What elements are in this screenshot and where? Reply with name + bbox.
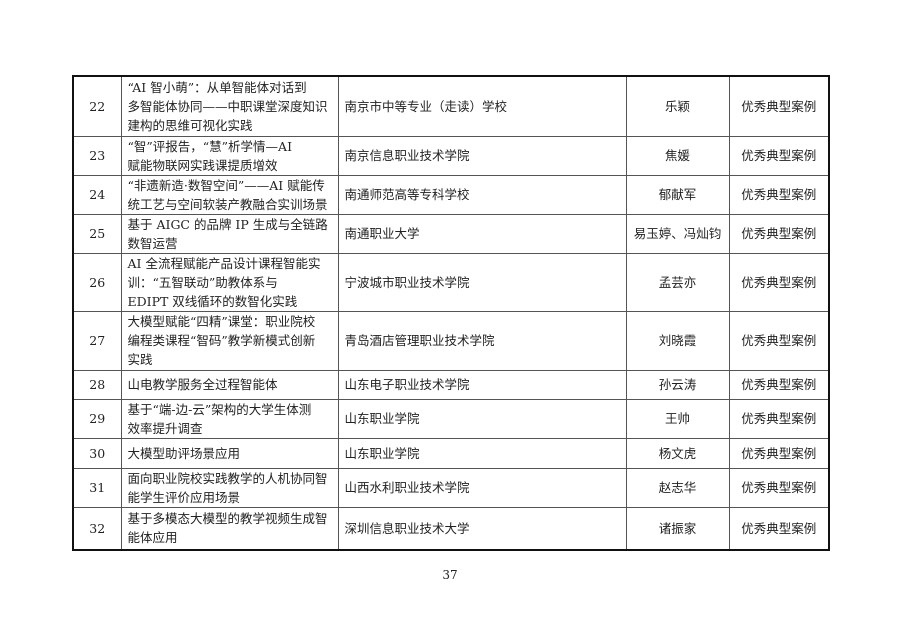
- case-title: 大模型赋能“四精”课堂：职业院校 编程类课程“智码”教学新模式创新 实践: [120, 310, 339, 371]
- school-name: 南通师范高等专科学校: [337, 174, 627, 215]
- school-name: 宁波城市职业技术学院: [337, 252, 627, 312]
- case-number: 28: [72, 369, 122, 400]
- table-row: 30 大模型助评场景应用 山东职业学院 杨文虎 优秀典型案例: [72, 437, 830, 469]
- school-name: 青岛酒店管理职业技术学院: [337, 310, 627, 371]
- person-name: 诸振家: [625, 506, 730, 551]
- award-level: 优秀典型案例: [728, 467, 830, 508]
- table-row: 25 基于 AIGC 的品牌 IP 生成与全链路 数智运营 南通职业大学 易玉婷、冯灿…: [72, 213, 830, 254]
- person-name: 郁献军: [625, 174, 730, 215]
- award-level: 优秀典型案例: [728, 174, 830, 215]
- award-level: 优秀典型案例: [728, 310, 830, 371]
- case-number: 32: [72, 506, 122, 551]
- page-number: 37: [442, 568, 458, 582]
- award-level: 优秀典型案例: [728, 437, 830, 469]
- case-number: 31: [72, 467, 122, 508]
- case-title: “智”评报告，“慧”析学情—AI 赋能物联网实践课提质增效: [120, 135, 339, 176]
- award-level: 优秀典型案例: [728, 369, 830, 400]
- case-title: “非遗新造·数智空间”——AI 赋能传 统工艺与空间软装产教融合实训场景: [120, 174, 339, 215]
- case-title: 面向职业院校实践教学的人机协同智 能学生评价应用场景: [120, 467, 339, 508]
- case-number: 22: [72, 75, 122, 137]
- table-row: 22 “AI 智小萌”：从单智能体对话到 多智能体协同——中职课堂深度知识 建构的…: [72, 75, 830, 137]
- case-number: 27: [72, 310, 122, 371]
- school-name: 南通职业大学: [337, 213, 627, 254]
- table-row: 26 AI 全流程赋能产品设计课程智能实 训：“五智联动”助教体系与 EDIPT …: [72, 252, 830, 312]
- school-name: 山东职业学院: [337, 398, 627, 439]
- school-name: 南京信息职业技术学院: [337, 135, 627, 176]
- person-name: 孙云涛: [625, 369, 730, 400]
- school-name: 山西水利职业技术学院: [337, 467, 627, 508]
- award-level: 优秀典型案例: [728, 75, 830, 137]
- table-row: 27 大模型赋能“四精”课堂：职业院校 编程类课程“智码”教学新模式创新 实践 青岛…: [72, 310, 830, 371]
- case-title: “AI 智小萌”：从单智能体对话到 多智能体协同——中职课堂深度知识 建构的思维…: [120, 75, 339, 137]
- school-name: 南京市中等专业（走读）学校: [337, 75, 627, 137]
- case-title: 基于“端-边-云”架构的大学生体测 效率提升调查: [120, 398, 339, 439]
- award-level: 优秀典型案例: [728, 252, 830, 312]
- case-title: AI 全流程赋能产品设计课程智能实 训：“五智联动”助教体系与 EDIPT 双线…: [120, 252, 339, 312]
- person-name: 易玉婷、冯灿钧: [625, 213, 730, 254]
- school-name: 深圳信息职业技术大学: [337, 506, 627, 551]
- award-level: 优秀典型案例: [728, 135, 830, 176]
- case-number: 23: [72, 135, 122, 176]
- case-number: 29: [72, 398, 122, 439]
- school-name: 山东电子职业技术学院: [337, 369, 627, 400]
- case-number: 24: [72, 174, 122, 215]
- case-table: 22 “AI 智小萌”：从单智能体对话到 多智能体协同——中职课堂深度知识 建构的…: [72, 75, 830, 551]
- case-number: 30: [72, 437, 122, 469]
- table-row: 31 面向职业院校实践教学的人机协同智 能学生评价应用场景 山西水利职业技术学院 赵志…: [72, 467, 830, 508]
- case-title: 大模型助评场景应用: [120, 437, 339, 469]
- table-row: 23 “智”评报告，“慧”析学情—AI 赋能物联网实践课提质增效 南京信息职业技术学…: [72, 135, 830, 176]
- person-name: 乐颖: [625, 75, 730, 137]
- case-number: 25: [72, 213, 122, 254]
- award-level: 优秀典型案例: [728, 213, 830, 254]
- person-name: 焦媛: [625, 135, 730, 176]
- case-number: 26: [72, 252, 122, 312]
- case-title: 基于多模态大模型的教学视频生成智 能体应用: [120, 506, 339, 551]
- person-name: 刘晓霞: [625, 310, 730, 371]
- person-name: 杨文虎: [625, 437, 730, 469]
- table-row: 32 基于多模态大模型的教学视频生成智 能体应用 深圳信息职业技术大学 诸振家 优秀典型…: [72, 506, 830, 551]
- person-name: 赵志华: [625, 467, 730, 508]
- case-title: 基于 AIGC 的品牌 IP 生成与全链路 数智运营: [120, 213, 339, 254]
- person-name: 王帅: [625, 398, 730, 439]
- case-title: 山电教学服务全过程智能体: [120, 369, 339, 400]
- table-row: 29 基于“端-边-云”架构的大学生体测 效率提升调查 山东职业学院 王帅 优秀典型案例: [72, 398, 830, 439]
- table-row: 24 “非遗新造·数智空间”——AI 赋能传 统工艺与空间软装产教融合实训场景 南通…: [72, 174, 830, 215]
- award-level: 优秀典型案例: [728, 398, 830, 439]
- award-level: 优秀典型案例: [728, 506, 830, 551]
- table-row: 28 山电教学服务全过程智能体 山东电子职业技术学院 孙云涛 优秀典型案例: [72, 369, 830, 400]
- school-name: 山东职业学院: [337, 437, 627, 469]
- person-name: 孟芸亦: [625, 252, 730, 312]
